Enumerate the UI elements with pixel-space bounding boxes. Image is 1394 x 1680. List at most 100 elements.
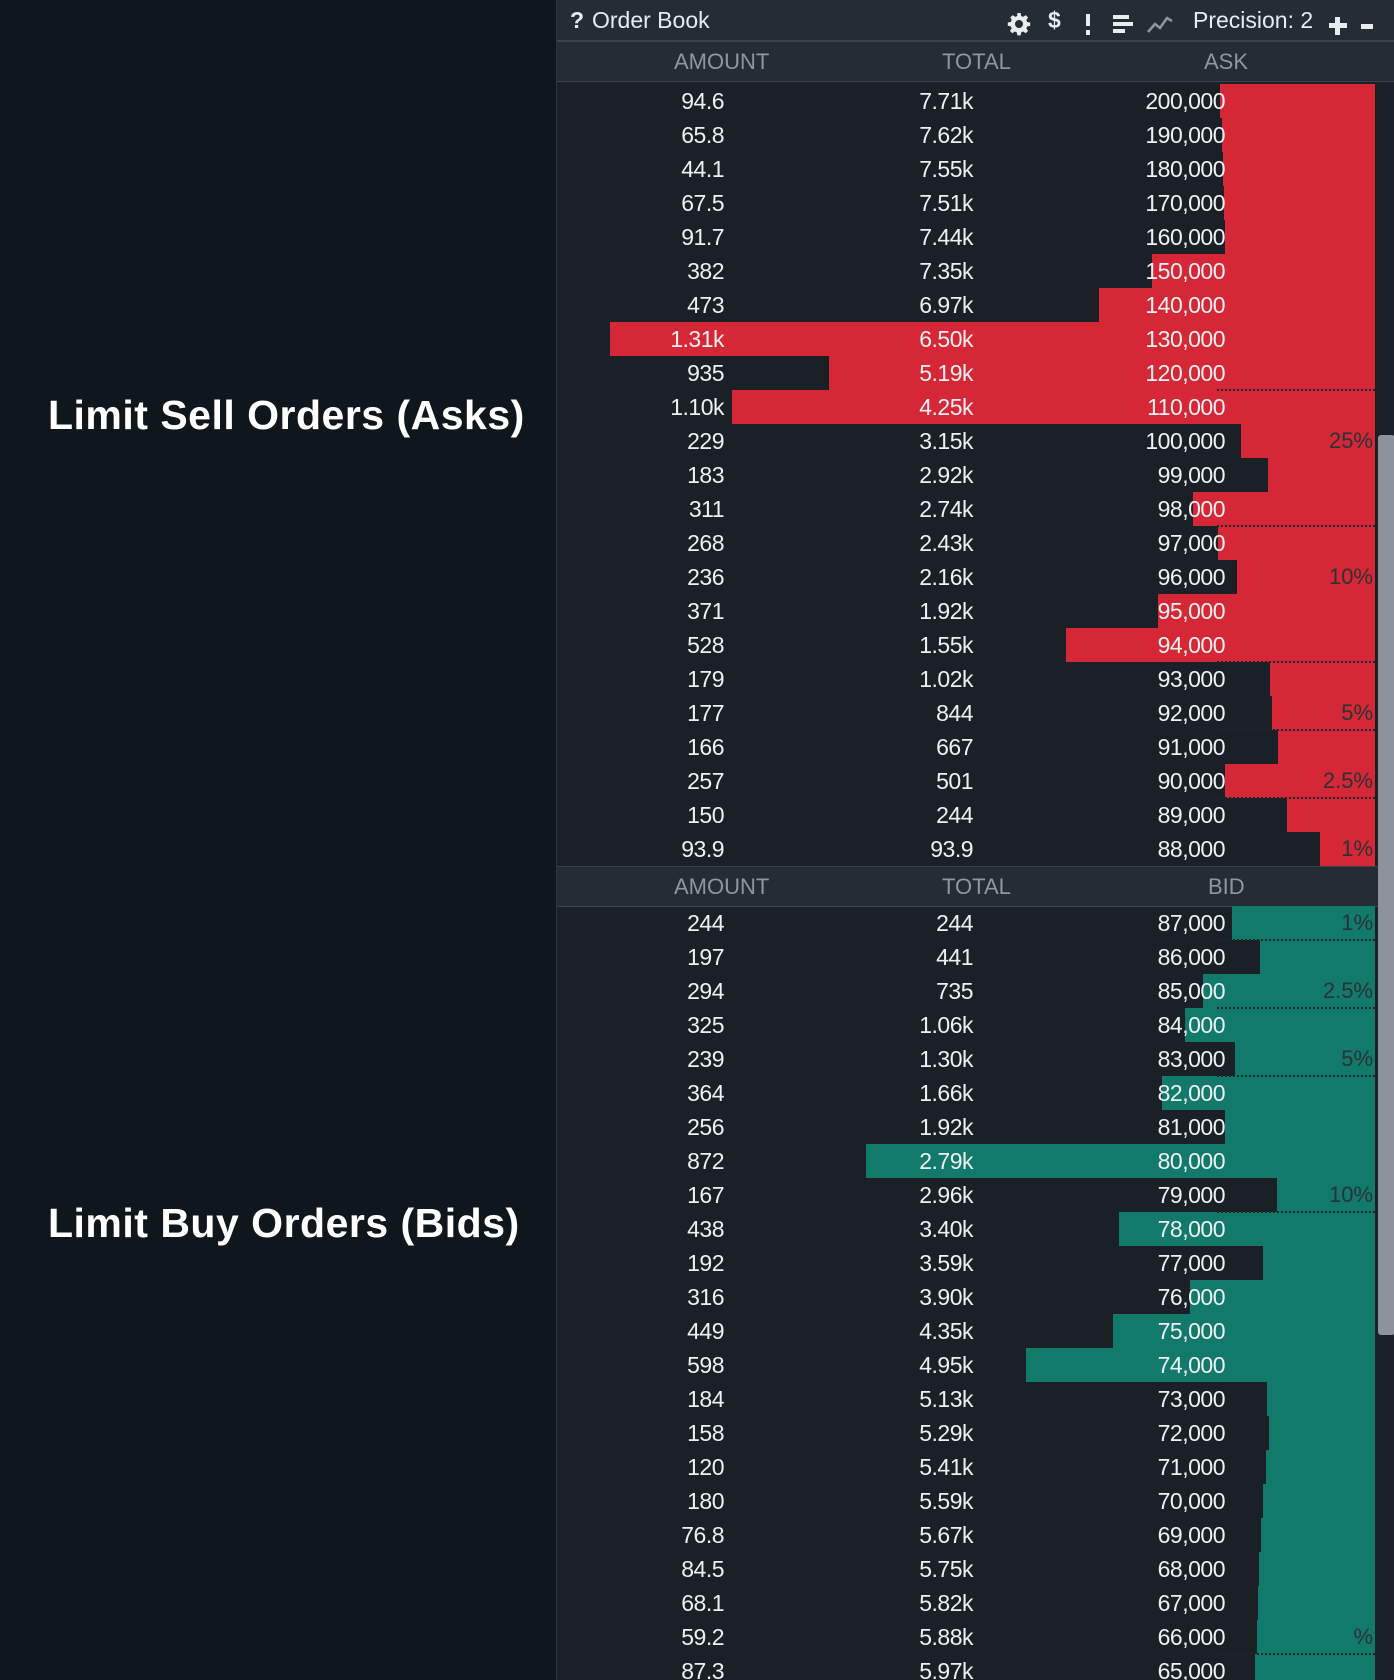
bids-order-row[interactable]: 68.1 5.82k 67,000 <box>557 1586 1375 1620</box>
bids-order-row[interactable]: 184 5.13k 73,000 <box>557 1382 1375 1416</box>
asks-total-cell: 7.71k <box>919 88 973 114</box>
bids-order-row[interactable]: 59.2 5.88k 66,000 <box>557 1620 1375 1654</box>
asks-order-row[interactable]: 935 5.19k 120,000 <box>557 356 1375 390</box>
asks-order-row[interactable]: 1.31k 6.50k 130,000 <box>557 322 1375 356</box>
asks-order-row[interactable]: 473 6.97k 140,000 <box>557 288 1375 322</box>
asks-depth-marker-line <box>1217 797 1375 799</box>
asks-amount-cell: 935 <box>687 360 724 386</box>
asks-total-cell: 7.44k <box>919 224 973 250</box>
bids-order-row[interactable]: 239 1.30k 83,000 <box>557 1042 1375 1076</box>
asks-total-header: TOTAL <box>942 49 1011 74</box>
asks-amount-cell: 166 <box>687 734 724 760</box>
asks-depth-marker-label: 1% <box>1341 836 1373 861</box>
asks-total-cell: 7.51k <box>919 190 973 216</box>
bids-price-cell: 81,000 <box>1157 1114 1226 1140</box>
asks-order-row[interactable]: 67.5 7.51k 170,000 <box>557 186 1375 220</box>
bids-total-cell: 4.35k <box>919 1318 973 1344</box>
asks-order-row[interactable]: 65.8 7.62k 190,000 <box>557 118 1375 152</box>
bids-order-row[interactable]: 167 2.96k 79,000 <box>557 1178 1375 1212</box>
asks-amount-bar <box>1193 492 1375 526</box>
bids-order-row[interactable]: 364 1.66k 82,000 <box>557 1076 1375 1110</box>
bids-order-row[interactable]: 316 3.90k 76,000 <box>557 1280 1375 1314</box>
bids-total-cell: 441 <box>936 944 973 970</box>
bars-icon[interactable] <box>1111 9 1135 33</box>
asks-order-row[interactable]: 1.10k 4.25k 110,000 <box>557 390 1375 424</box>
depth-chart-icon[interactable] <box>1146 8 1174 33</box>
bids-amount-bar <box>1330 1518 1375 1552</box>
more-vertical-icon[interactable] <box>1082 9 1094 35</box>
asks-order-row[interactable]: 93.9 93.9 88,000 <box>557 832 1375 866</box>
asks-depth-marker-label: 25% <box>1328 428 1373 453</box>
bids-order-row[interactable]: 158 5.29k 72,000 <box>557 1416 1375 1450</box>
asks-order-row[interactable]: 150 244 89,000 <box>557 798 1375 832</box>
bids-order-row[interactable]: 197 441 86,000 <box>557 940 1375 974</box>
asks-depth-marker-line <box>1217 389 1375 391</box>
help-icon[interactable]: ? <box>570 7 585 33</box>
asks-order-row[interactable]: 236 2.16k 96,000 <box>557 560 1375 594</box>
asks-order-row[interactable]: 257 501 90,000 <box>557 764 1375 798</box>
asks-amount-cell: 528 <box>687 632 724 658</box>
scrollbar-thumb[interactable] <box>1378 435 1394 1335</box>
bids-order-row[interactable]: 325 1.06k 84,000 <box>557 1008 1375 1042</box>
settings-gear-icon[interactable] <box>1007 8 1031 36</box>
bids-order-row[interactable]: 294 735 85,000 <box>557 974 1375 1008</box>
bids-order-row[interactable]: 449 4.35k 75,000 <box>557 1314 1375 1348</box>
bids-total-cell: 3.59k <box>919 1250 973 1276</box>
asks-order-row[interactable]: 179 1.02k 93,000 <box>557 662 1375 696</box>
asks-order-row[interactable]: 91.7 7.44k 160,000 <box>557 220 1375 254</box>
asks-amount-cell: 473 <box>687 292 724 318</box>
bids-order-row[interactable]: 76.8 5.67k 69,000 <box>557 1518 1375 1552</box>
bids-amount-cell: 180 <box>687 1488 724 1514</box>
plus-icon[interactable] <box>1327 9 1349 35</box>
asks-order-row[interactable]: 382 7.35k 150,000 <box>557 254 1375 288</box>
asks-amount-cell: 177 <box>687 700 724 726</box>
bids-total-cell: 5.13k <box>919 1386 973 1412</box>
bids-amount-cell: 256 <box>687 1114 724 1140</box>
asks-order-row[interactable]: 528 1.55k 94,000 <box>557 628 1375 662</box>
bids-amount-bar <box>1259 940 1375 974</box>
bids-price-cell: 86,000 <box>1157 944 1226 970</box>
asks-price-cell: 110,000 <box>1147 394 1225 420</box>
asks-order-row[interactable]: 166 667 91,000 <box>557 730 1375 764</box>
bids-order-row[interactable]: 256 1.92k 81,000 <box>557 1110 1375 1144</box>
bids-amount-bar <box>1267 1382 1375 1416</box>
asks-order-row[interactable]: 177 844 92,000 <box>557 696 1375 730</box>
bids-order-row[interactable]: 872 2.79k 80,000 <box>557 1144 1375 1178</box>
precision-label: Precision: 2 <box>1193 7 1314 33</box>
bids-order-row[interactable]: 192 3.59k 77,000 <box>557 1246 1375 1280</box>
asks-order-row[interactable]: 44.1 7.55k 180,000 <box>557 152 1375 186</box>
asks-price-cell: 99,000 <box>1157 462 1226 488</box>
asks-order-row[interactable]: 311 2.74k 98,000 <box>557 492 1375 526</box>
bids-depth-marker-label: 2.5% <box>1322 978 1373 1003</box>
asks-depth-marker-label: 5% <box>1341 700 1373 725</box>
asks-order-row[interactable]: 229 3.15k 100,000 <box>557 424 1375 458</box>
asks-total-cell: 2.16k <box>919 564 973 590</box>
bids-price-cell: 78,000 <box>1157 1216 1226 1242</box>
asks-amount-cell: 183 <box>687 462 724 488</box>
bids-depth-marker-label: 1% <box>1341 910 1373 935</box>
bids-price-cell: 76,000 <box>1157 1284 1226 1310</box>
bids-order-row[interactable]: 180 5.59k 70,000 <box>557 1484 1375 1518</box>
asks-order-row[interactable]: 183 2.92k 99,000 <box>557 458 1375 492</box>
asks-order-row[interactable]: 371 1.92k 95,000 <box>557 594 1375 628</box>
bids-order-row[interactable]: 84.5 5.75k 68,000 <box>557 1552 1375 1586</box>
asks-amount-bar <box>1349 152 1375 186</box>
asks-amount-bar <box>1287 798 1375 832</box>
bids-order-row[interactable]: 598 4.95k 74,000 <box>557 1348 1375 1382</box>
bids-order-row[interactable]: 244 244 87,000 <box>557 906 1375 940</box>
asks-order-row[interactable]: 268 2.43k 97,000 <box>557 526 1375 560</box>
bids-order-row[interactable]: 120 5.41k 71,000 <box>557 1450 1375 1484</box>
bids-total-cell: 735 <box>936 978 973 1004</box>
bids-price-cell: 82,000 <box>1157 1080 1226 1106</box>
asks-order-row[interactable]: 94.6 7.71k 200,000 <box>557 84 1375 118</box>
minus-icon[interactable] <box>1359 9 1377 31</box>
bids-order-row[interactable]: 438 3.40k 78,000 <box>557 1212 1375 1246</box>
bids-amount-cell: 316 <box>687 1284 724 1310</box>
asks-price-cell: 170,000 <box>1145 190 1225 216</box>
dollar-icon[interactable]: $ <box>1048 7 1061 33</box>
bids-total-cell: 1.06k <box>919 1012 973 1038</box>
asks-price-cell: 97,000 <box>1157 530 1226 556</box>
bids-amount-bar <box>1325 1552 1375 1586</box>
bids-order-row[interactable]: 87.3 5.97k 65,000 <box>557 1654 1375 1680</box>
bids-amount-header: AMOUNT <box>674 874 770 899</box>
